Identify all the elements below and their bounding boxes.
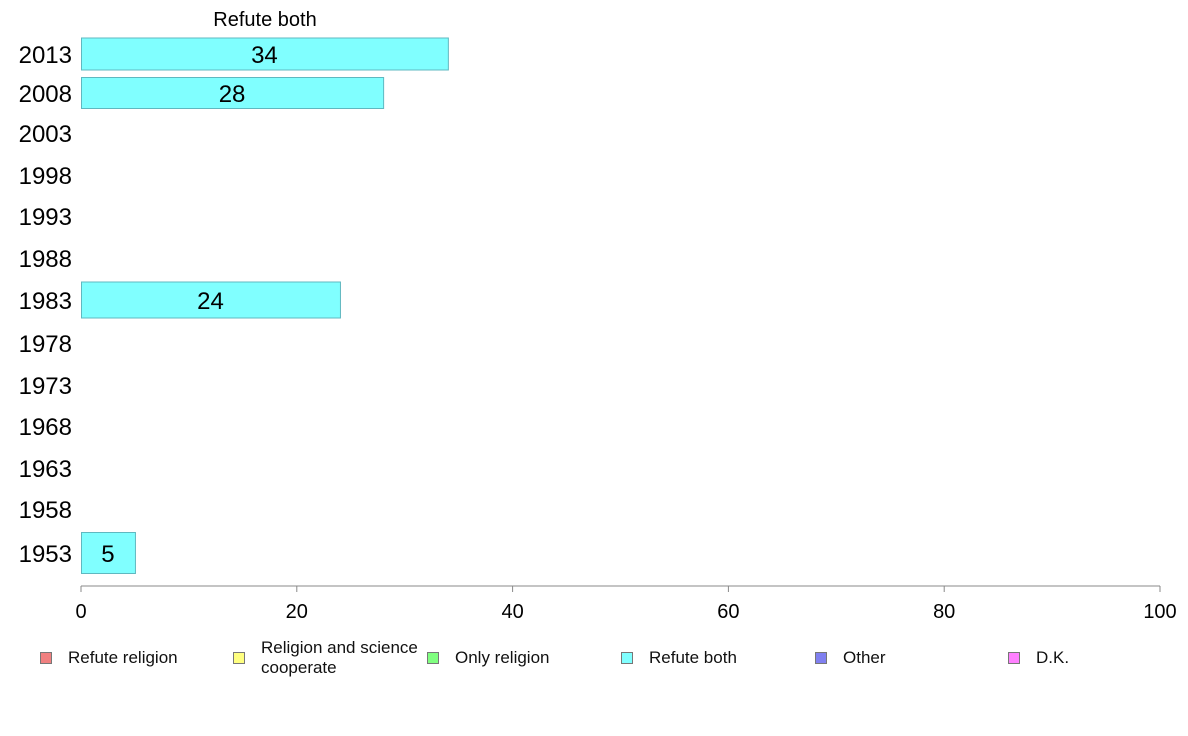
x-tick-label: 60 xyxy=(717,601,739,623)
legend-swatch xyxy=(40,652,52,664)
y-tick-label: 2008 xyxy=(19,81,72,108)
legend-swatch xyxy=(1008,652,1020,664)
bar-value-label: 28 xyxy=(219,81,246,108)
legend-item: D.K. xyxy=(1008,636,1069,680)
y-tick-label: 2003 xyxy=(19,121,72,148)
y-tick-label: 1998 xyxy=(19,163,72,190)
y-tick-label: 1993 xyxy=(19,204,72,231)
x-tick-label: 0 xyxy=(75,601,86,623)
legend-item: Only religion xyxy=(427,636,550,680)
y-axis-labels: 2013 2008 2003 1998 1993 1988 1983 1978 1973 1968… xyxy=(19,42,72,568)
y-tick-label: 1988 xyxy=(19,246,72,273)
legend-item: Other xyxy=(815,636,886,680)
bar-value-label: 24 xyxy=(197,288,224,315)
legend-label: Religion and science cooperate xyxy=(261,638,418,677)
legend-label: Refute religion xyxy=(68,648,178,667)
legend-item: Religion and science cooperate xyxy=(233,636,421,680)
bars xyxy=(81,37,449,574)
y-tick-label: 1953 xyxy=(19,541,72,568)
legend-swatch xyxy=(233,652,245,664)
legend-label: Only religion xyxy=(455,648,550,667)
legend-item: Refute religion xyxy=(40,636,178,680)
x-axis: 0 20 40 60 80 100 xyxy=(75,585,1177,623)
x-tick-label: 40 xyxy=(501,601,523,623)
legend: Refute religion Religion and science coop… xyxy=(0,636,1188,686)
y-tick-label: 1978 xyxy=(19,331,72,358)
bar-value-label: 5 xyxy=(101,541,114,568)
x-tick-label: 100 xyxy=(1143,601,1176,623)
bar xyxy=(81,77,385,109)
bar xyxy=(81,532,136,574)
legend-item: Refute both xyxy=(621,636,737,680)
legend-swatch xyxy=(427,652,439,664)
chart-title: Refute both xyxy=(213,9,316,31)
legend-label: Refute both xyxy=(649,648,737,667)
y-tick-label: 2013 xyxy=(19,42,72,69)
bar-value-label: 34 xyxy=(251,42,278,69)
bar xyxy=(81,37,449,71)
legend-label: D.K. xyxy=(1036,648,1070,667)
y-tick-label: 1963 xyxy=(19,456,72,483)
y-tick-label: 1973 xyxy=(19,373,72,400)
legend-label: Other xyxy=(843,648,886,667)
y-tick-label: 1958 xyxy=(19,497,72,524)
legend-swatch xyxy=(815,652,827,664)
y-tick-label: 1983 xyxy=(19,288,72,315)
bar xyxy=(81,281,341,319)
x-tick-label: 80 xyxy=(933,601,955,623)
x-tick-label: 20 xyxy=(286,601,308,623)
y-tick-label: 1968 xyxy=(19,414,72,441)
legend-swatch xyxy=(621,652,633,664)
